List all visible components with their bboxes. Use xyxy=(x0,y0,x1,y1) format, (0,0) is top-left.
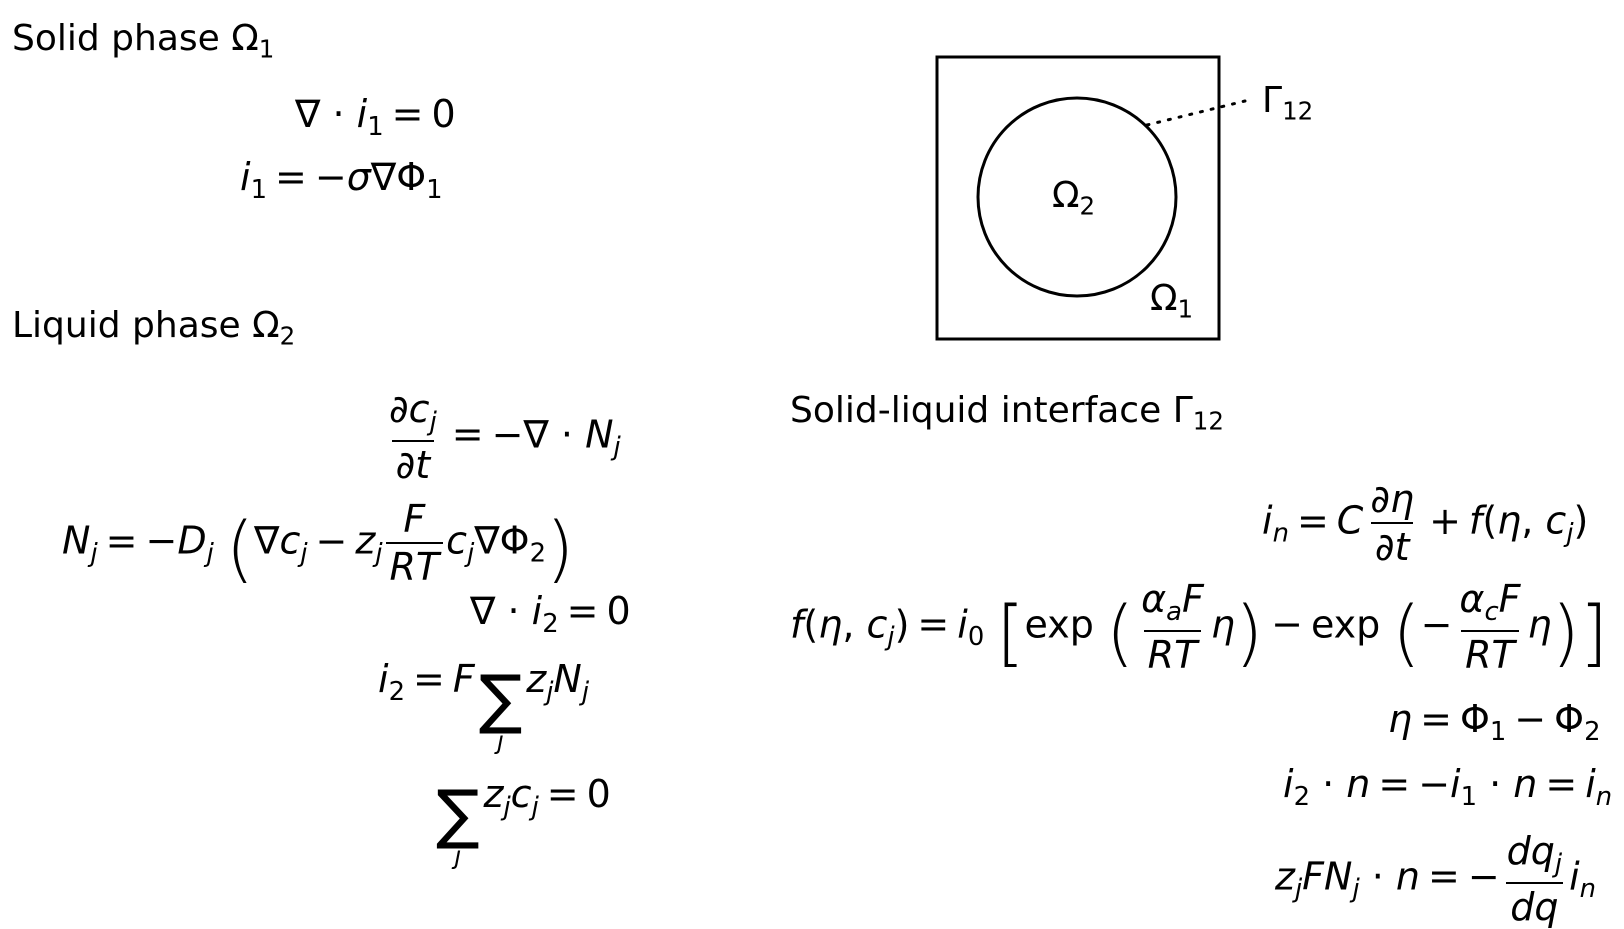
heading-interface: Solid-liquid interface Γ12 xyxy=(790,390,1224,436)
eq-liquid-divergence: ∇ · i2 = 0 xyxy=(470,589,631,639)
eq-liquid-electroneutrality: ∑ j zjcj = 0 xyxy=(436,772,611,870)
outer-domain-square xyxy=(935,55,1221,341)
heading-solid-phase: Solid phase Ω1 xyxy=(12,18,275,64)
figure-label-omega2: Ω2 xyxy=(1052,175,1096,221)
eq-interface-flux: zjFNj · n = − dqj dq in xyxy=(1275,829,1597,929)
eq-interface-butler-volmer: f(η, cj) = i0 [exp (αaF RT η) − exp (− αcF RT η)] xyxy=(790,577,1608,677)
eq-interface-overpotential: η = Φ1− Φ2 xyxy=(1388,697,1601,747)
eq-liquid-current: i2 = F ∑ j zjNj xyxy=(378,657,589,755)
eq-liquid-mass-balance: ∂cj ∂t = −∇ · Nj xyxy=(389,387,621,487)
interface-pointer xyxy=(1145,99,1247,127)
eq-solid-ohm: i1 = −σ∇Φ1 xyxy=(240,155,443,205)
eq-solid-divergence: ∇ · i1 = 0 xyxy=(295,92,456,142)
heading-liquid-phase: Liquid phase Ω2 xyxy=(12,305,296,351)
eq-liquid-flux: Nj = −Dj (∇cj − zj F RT cj∇Φ2) xyxy=(62,497,575,592)
inner-domain-circle xyxy=(976,96,1178,298)
eq-interface-current: in = C ∂η ∂t + f(η, cj) xyxy=(1262,477,1589,569)
figure-label-gamma12: Γ12 xyxy=(1262,80,1314,126)
eq-interface-current-continuity: i2 · n = −i1 · n = in xyxy=(1283,762,1613,812)
figure-label-omega1: Ω1 xyxy=(1150,278,1194,324)
